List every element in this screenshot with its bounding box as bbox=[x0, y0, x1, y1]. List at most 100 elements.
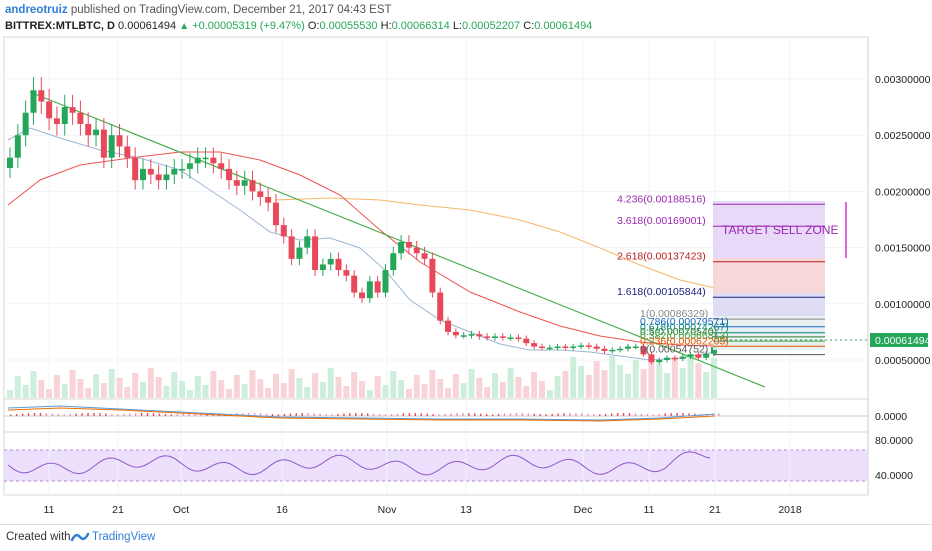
macd-histogram-bar bbox=[622, 413, 625, 416]
volume-bar bbox=[632, 360, 639, 398]
macd-histogram-bar bbox=[105, 413, 107, 416]
target-sell-zone-label: TARGET SELL ZONE bbox=[722, 223, 838, 237]
candle-body bbox=[343, 270, 350, 276]
macd-histogram-bar bbox=[164, 414, 167, 416]
candle-body bbox=[296, 247, 303, 259]
volume-bar bbox=[179, 381, 186, 398]
volume-bar bbox=[69, 370, 76, 398]
open-label: O: bbox=[307, 20, 320, 32]
candle-body bbox=[664, 357, 671, 360]
candle-body bbox=[507, 337, 514, 340]
candle-body bbox=[202, 157, 209, 160]
trendline bbox=[29, 91, 766, 388]
macd-histogram-bar bbox=[503, 413, 506, 416]
up-arrow-icon: ▲ bbox=[179, 21, 190, 32]
candle-body bbox=[413, 247, 420, 254]
ma-mid-line bbox=[7, 151, 716, 347]
volume-bar bbox=[445, 388, 452, 398]
macd-histogram-bar bbox=[491, 414, 494, 416]
time-axis[interactable]: 11 21 Oct 16 Nov 13 Dec 11 21 2018 bbox=[44, 504, 802, 516]
candle-body bbox=[554, 346, 561, 349]
volume-bar bbox=[437, 379, 444, 398]
volume-bar bbox=[155, 377, 162, 398]
volume-bar bbox=[7, 390, 13, 398]
rsi-indicator bbox=[7, 451, 711, 476]
candle-body bbox=[85, 123, 92, 136]
candle-body bbox=[93, 129, 100, 136]
candle-body bbox=[335, 258, 342, 271]
candle-body bbox=[570, 346, 577, 349]
macd-histogram-bar bbox=[610, 413, 613, 416]
macd-histogram-bar bbox=[658, 413, 660, 416]
volume-bar bbox=[359, 381, 365, 398]
macd-histogram-bar bbox=[265, 413, 268, 416]
fib-level-label: 0.382(0.00066813) bbox=[640, 330, 729, 342]
macd-histogram-bar bbox=[307, 413, 309, 416]
candle-body bbox=[249, 180, 256, 192]
macd-histogram-bar bbox=[616, 413, 619, 416]
volume-bar bbox=[593, 361, 600, 398]
candle-body bbox=[405, 241, 412, 248]
volume-bar bbox=[687, 354, 694, 398]
volume-bar bbox=[382, 385, 389, 398]
candle-body bbox=[382, 270, 389, 293]
macd-axis-tick: 0.0000 bbox=[875, 411, 907, 423]
volume-bar bbox=[343, 386, 350, 398]
author-link[interactable]: andreotruiz bbox=[5, 4, 68, 16]
symbol-label[interactable]: BITTREX:MTLBTC, D bbox=[5, 20, 115, 32]
macd-histogram-bar bbox=[599, 414, 601, 416]
macd-signal-line bbox=[7, 407, 716, 422]
candle-body bbox=[327, 258, 334, 265]
candle-body bbox=[147, 168, 154, 175]
macd-histogram-bar bbox=[646, 414, 649, 416]
macd-histogram-bar bbox=[456, 413, 458, 416]
candle-body bbox=[257, 191, 264, 198]
candle-body bbox=[703, 353, 710, 358]
macd-histogram-bar bbox=[129, 413, 131, 416]
price-axis[interactable]: 0.00300000 0.00250000 0.00200000 0.00150000… bbox=[875, 74, 931, 367]
candle-body bbox=[304, 236, 311, 248]
volume-bar bbox=[210, 371, 217, 398]
macd-histogram-bar bbox=[557, 413, 559, 416]
chart-svg[interactable]: 4.236(0.00188516) 3.618(0.00169001) 2.618(… bbox=[0, 36, 932, 524]
rsi-line bbox=[7, 451, 711, 476]
volume-bar bbox=[538, 381, 545, 398]
candle-body bbox=[491, 336, 498, 338]
candle-body bbox=[546, 347, 553, 350]
volume-bar bbox=[108, 369, 115, 398]
price-axis-tick: 0.00100000 bbox=[875, 299, 931, 311]
macd-histogram-bar bbox=[426, 413, 428, 416]
candle-body bbox=[398, 241, 405, 254]
candle-body bbox=[30, 90, 37, 113]
macd-histogram-bar bbox=[242, 413, 244, 416]
macd-histogram-bar bbox=[402, 413, 405, 416]
macd-histogram-bar bbox=[188, 413, 190, 416]
candle-body bbox=[218, 163, 225, 169]
tradingview-logo-icon[interactable] bbox=[70, 530, 90, 549]
rsi-band bbox=[4, 450, 868, 481]
candle-body bbox=[124, 146, 131, 158]
time-axis-label: Oct bbox=[173, 504, 189, 516]
price-axis-tick: 0.00050000 bbox=[875, 355, 931, 367]
macd-histogram-bar bbox=[468, 413, 470, 416]
macd-histogram-bar bbox=[497, 413, 500, 416]
tradingview-brand-link[interactable]: TradingView bbox=[92, 531, 156, 543]
fibonacci-extension[interactable]: 4.236(0.00188516) 3.618(0.00169001) 2.618(… bbox=[617, 193, 847, 356]
price-axis-tick: 0.00250000 bbox=[875, 130, 931, 142]
macd-histogram-bar bbox=[117, 414, 119, 416]
macd-histogram-bar bbox=[355, 413, 357, 416]
macd-histogram-bar bbox=[57, 413, 59, 416]
macd-histogram-bar bbox=[378, 414, 381, 416]
volume-bar bbox=[93, 374, 100, 398]
macd-histogram-bar bbox=[712, 413, 714, 416]
volume-bar bbox=[327, 368, 334, 398]
fib-level-label: 4.236(0.00188516) bbox=[617, 193, 706, 205]
chart-area[interactable]: 4.236(0.00188516) 3.618(0.00169001) 2.618(… bbox=[0, 36, 932, 524]
time-axis-label: 16 bbox=[276, 504, 288, 516]
candle-body bbox=[484, 336, 491, 338]
macd-histogram-bar bbox=[694, 413, 696, 416]
rsi-axis-tick-40: 40.0000 bbox=[875, 470, 913, 482]
volume-bar bbox=[265, 388, 272, 398]
volume-bars bbox=[7, 354, 717, 398]
fib-zone-top bbox=[713, 201, 825, 258]
